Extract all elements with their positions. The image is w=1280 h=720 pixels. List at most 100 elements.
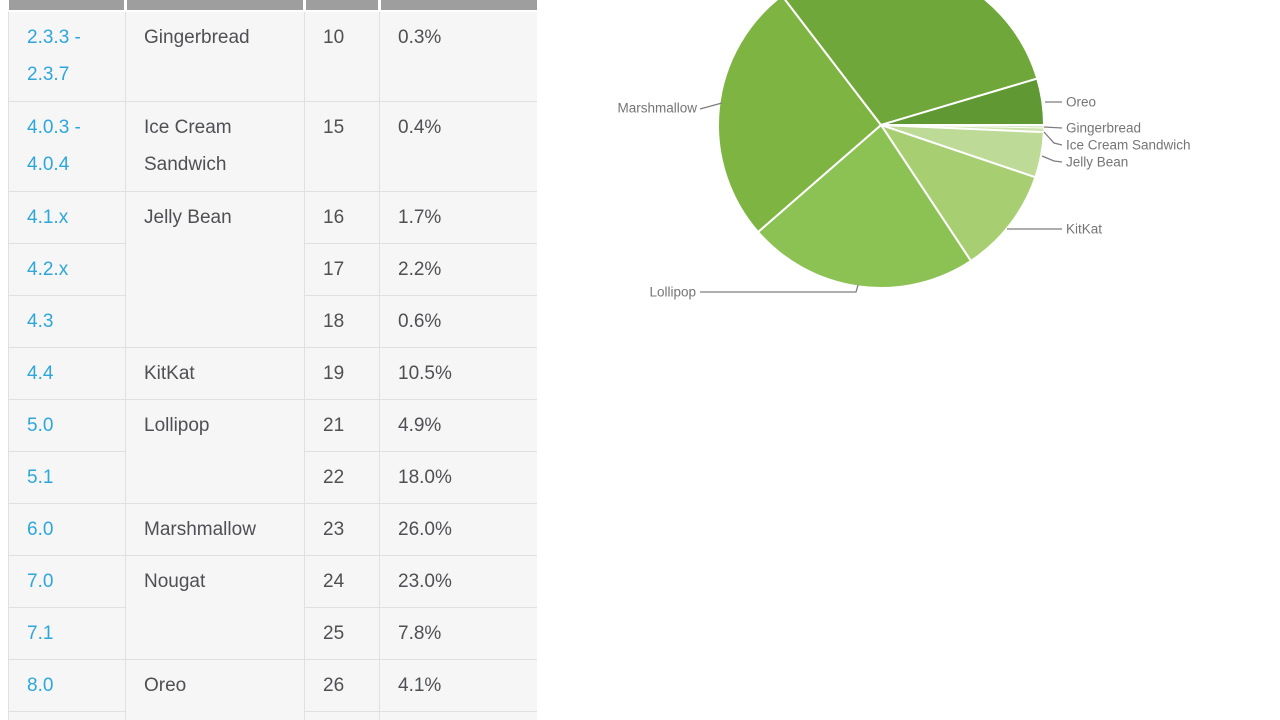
table-row: 4.4 KitKat 19 10.5% bbox=[8, 346, 537, 400]
pie-label-group-marshmallow: Marshmallow bbox=[617, 101, 723, 116]
table-row: 4.2.x 17 2.2% bbox=[8, 242, 537, 296]
table-row: 6.0 Marshmallow 23 26.0% bbox=[8, 502, 537, 556]
api-cell: 25 bbox=[304, 606, 380, 660]
pie-label-ice-cream-sandwich: Ice Cream Sandwich bbox=[1066, 138, 1191, 153]
table-row bbox=[8, 710, 537, 720]
version-cell bbox=[8, 710, 126, 720]
header-cell-api bbox=[303, 0, 380, 12]
api-cell: 23 bbox=[304, 502, 380, 556]
codename-cell: Gingerbread bbox=[125, 10, 305, 102]
distribution-cell: 26.0% bbox=[379, 502, 537, 556]
distribution-cell: 0.3% bbox=[379, 10, 537, 102]
pie-label-group-gingerbread: Gingerbread bbox=[1043, 121, 1141, 136]
table-row: 5.0 Lollipop 21 4.9% bbox=[8, 398, 537, 504]
distribution-cell: 0.6% bbox=[379, 294, 537, 348]
codename-cell: KitKat bbox=[125, 346, 305, 400]
versions-table-container: 2.3.3 - 2.3.7 Gingerbread 10 0.3% 4.0.3 … bbox=[8, 0, 537, 720]
leader-line-gingerbread bbox=[1043, 126, 1063, 129]
version-link[interactable]: 4.2.x bbox=[27, 258, 69, 280]
pie-label-group-kitkat: KitKat bbox=[1007, 222, 1102, 237]
pie-slice-oreo[interactable] bbox=[880, 77, 1045, 126]
version-cell: 4.1.x bbox=[8, 190, 126, 244]
version-link[interactable]: 4.1.x bbox=[27, 206, 69, 228]
codename-cell: Nougat bbox=[125, 554, 305, 660]
table-row: 4.3 18 0.6% bbox=[8, 294, 537, 348]
pie-label-group-lollipop: Lollipop bbox=[649, 284, 859, 300]
api-cell: 21 bbox=[304, 398, 380, 452]
codename-cell: Ice Cream Sandwich bbox=[125, 100, 305, 192]
versions-table: 2.3.3 - 2.3.7 Gingerbread 10 0.3% 4.0.3 … bbox=[8, 0, 537, 720]
distribution-cell: 18.0% bbox=[379, 450, 537, 504]
api-cell: 15 bbox=[304, 100, 380, 192]
api-cell: 19 bbox=[304, 346, 380, 400]
leader-line-marshmallow bbox=[699, 102, 723, 110]
version-link[interactable]: 2.3.3 - 2.3.7 bbox=[27, 27, 81, 85]
version-link[interactable]: 6.0 bbox=[27, 518, 54, 540]
version-cell: 7.0 bbox=[8, 554, 126, 608]
api-cell: 10 bbox=[304, 10, 380, 102]
api-cell: 18 bbox=[304, 294, 380, 348]
version-cell: 2.3.3 - 2.3.7 bbox=[8, 10, 126, 102]
codename-cell: Lollipop bbox=[125, 398, 305, 504]
version-cell: 4.2.x bbox=[8, 242, 126, 296]
pie-label-lollipop: Lollipop bbox=[649, 285, 696, 300]
pie-label-gingerbread: Gingerbread bbox=[1066, 121, 1141, 136]
table-row: 4.0.3 - 4.0.4 Ice Cream Sandwich 15 0.4% bbox=[8, 100, 537, 192]
version-link[interactable]: 4.3 bbox=[27, 310, 54, 332]
pie-slice-lollipop[interactable] bbox=[757, 124, 972, 289]
version-cell: 8.0 bbox=[8, 658, 126, 712]
distribution-cell: 2.2% bbox=[379, 242, 537, 296]
pie-slice-marshmallow[interactable] bbox=[717, 0, 882, 234]
leader-line-ice-cream-sandwich bbox=[1043, 131, 1063, 146]
distribution-cell: 23.0% bbox=[379, 554, 537, 608]
api-cell: 24 bbox=[304, 554, 380, 608]
version-link[interactable]: 5.1 bbox=[27, 466, 54, 488]
version-cell: 7.1 bbox=[8, 606, 126, 660]
distribution-cell: 1.7% bbox=[379, 190, 537, 244]
version-link[interactable]: 7.0 bbox=[27, 570, 54, 592]
pie-label-oreo: Oreo bbox=[1066, 95, 1096, 110]
version-cell: 4.3 bbox=[8, 294, 126, 348]
pie-slice-kitkat[interactable] bbox=[880, 124, 1037, 262]
api-cell: 22 bbox=[304, 450, 380, 504]
version-cell: 4.4 bbox=[8, 346, 126, 400]
pie-label-kitkat: KitKat bbox=[1066, 222, 1102, 237]
table-row: 5.1 22 18.0% bbox=[8, 450, 537, 504]
leader-line-jelly-bean bbox=[1041, 155, 1063, 163]
pie-label-jelly-bean: Jelly Bean bbox=[1066, 155, 1128, 170]
distribution-cell: 7.8% bbox=[379, 606, 537, 660]
header-cell-distribution bbox=[378, 0, 537, 12]
pie-label-group-oreo: Oreo bbox=[1045, 95, 1096, 110]
distribution-cell: 0.4% bbox=[379, 100, 537, 192]
api-cell: 26 bbox=[304, 658, 380, 712]
codename-cell: Marshmallow bbox=[125, 502, 305, 556]
version-cell: 5.0 bbox=[8, 398, 126, 452]
distribution-cell bbox=[379, 710, 537, 720]
table-row: 2.3.3 - 2.3.7 Gingerbread 10 0.3% bbox=[8, 10, 537, 102]
api-cell: 17 bbox=[304, 242, 380, 296]
api-cell: 16 bbox=[304, 190, 380, 244]
pie-slices bbox=[717, 0, 1045, 289]
api-cell bbox=[304, 710, 380, 720]
distribution-cell: 4.9% bbox=[379, 398, 537, 452]
pie-label-marshmallow: Marshmallow bbox=[617, 101, 697, 116]
pie-label-group-ice-cream-sandwich: Ice Cream Sandwich bbox=[1043, 131, 1191, 153]
header-cell-version bbox=[8, 0, 126, 12]
leader-line-lollipop bbox=[700, 284, 859, 293]
version-cell: 6.0 bbox=[8, 502, 126, 556]
version-link[interactable]: 7.1 bbox=[27, 622, 54, 644]
table-row: 7.1 25 7.8% bbox=[8, 606, 537, 660]
pie-slice-nougat[interactable] bbox=[782, 0, 1039, 126]
distribution-cell: 4.1% bbox=[379, 658, 537, 712]
version-link[interactable]: 4.0.3 - 4.0.4 bbox=[27, 116, 81, 175]
codename-cell: Oreo bbox=[125, 658, 305, 720]
version-link[interactable]: 5.0 bbox=[27, 414, 54, 436]
pie-chart-panel: Marshmallow Lollipop Oreo Gingerbread Ic… bbox=[540, 0, 1280, 720]
pie-chart-svg: Marshmallow Lollipop Oreo Gingerbread Ic… bbox=[617, 0, 1191, 300]
table-row: 4.1.x Jelly Bean 16 1.7% bbox=[8, 190, 537, 348]
version-link[interactable]: 8.0 bbox=[27, 674, 54, 696]
table-row: 8.0 Oreo 26 4.1% bbox=[8, 658, 537, 720]
version-link[interactable]: 4.4 bbox=[27, 362, 54, 384]
pie-label-group-jelly-bean: Jelly Bean bbox=[1041, 155, 1128, 170]
